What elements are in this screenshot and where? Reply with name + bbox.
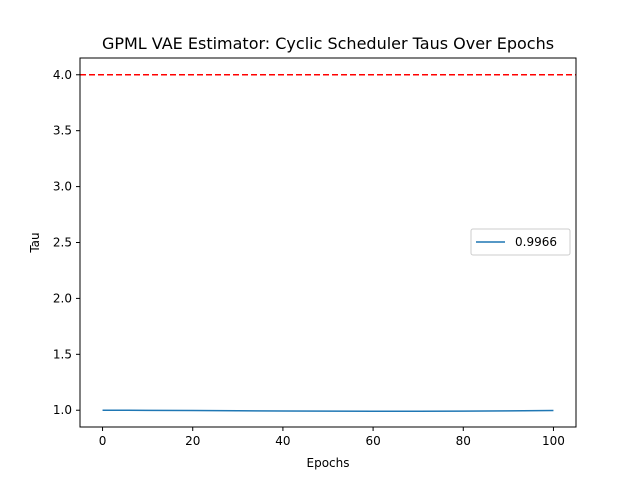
- y-axis-ticks: 1.0 1.5 2.0 2.5 3.0 3.5 4.0: [53, 68, 80, 417]
- x-tick-label: 80: [456, 434, 471, 448]
- legend: 0.9966: [470, 228, 571, 256]
- y-tick-label: 1.5: [53, 347, 72, 361]
- x-tick-label: 40: [275, 434, 290, 448]
- y-tick-label: 1.0: [53, 403, 72, 417]
- y-tick-label: 3.0: [53, 180, 72, 194]
- legend-label: 0.9966: [515, 235, 557, 249]
- legend-box: [470, 228, 571, 256]
- y-tick-label: 4.0: [53, 68, 72, 82]
- x-axis-label: Epochs: [307, 456, 350, 470]
- series-group: [102, 409, 554, 412]
- y-tick-label: 2.5: [53, 236, 72, 250]
- series-line: [102, 409, 554, 412]
- x-tick-label: 20: [185, 434, 200, 448]
- y-tick-label: 2.0: [53, 291, 72, 305]
- y-axis-label: Tau: [28, 232, 42, 253]
- y-tick-label: 3.5: [53, 124, 72, 138]
- chart-title: GPML VAE Estimator: Cyclic Scheduler Tau…: [102, 34, 554, 53]
- x-tick-label: 60: [365, 434, 380, 448]
- x-tick-label: 100: [542, 434, 565, 448]
- x-axis-ticks: 0 20 40 60 80 100: [99, 427, 565, 448]
- x-tick-label: 0: [99, 434, 107, 448]
